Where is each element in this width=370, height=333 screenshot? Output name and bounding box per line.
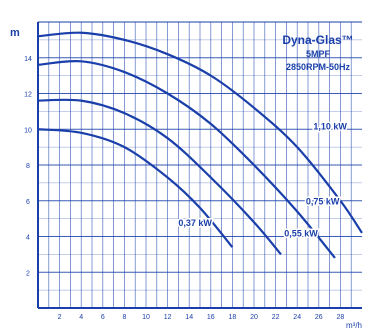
chart-title-block: Dyna-Glas™ 5MPF 2850RPM-50Hz [282,33,353,72]
curve-label-3: 0,37 kW [178,218,212,228]
x-tick-label: 6 [101,314,105,321]
annotations: 1,10 kW 0,75 kW 0,55 kW 0,37 kW [177,120,349,240]
x-tick-label: 22 [272,314,280,321]
series-line-0 [37,31,363,234]
y-tick-label: 6 [26,199,30,206]
x-tick-label: 20 [250,314,258,321]
series-line-2 [37,98,282,256]
chart-title-line-1: Dyna-Glas™ [282,33,353,47]
x-unit-label: m³/h [346,321,362,330]
curve-label-0: 1,10 kW [313,121,347,131]
x-tick-label: 8 [122,314,126,321]
y-tick-label: 14 [24,56,32,63]
series-layer [37,31,363,259]
x-tick-label: 28 [337,314,345,321]
grid [38,22,362,308]
x-tick-label: 2 [58,314,62,321]
x-tick-label: 24 [293,314,301,321]
series-line-3 [37,128,234,248]
x-tick-label: 14 [185,314,193,321]
y-tick-label: 12 [24,92,32,99]
chart-title-line-2: 5MPF [306,49,331,59]
x-tick-label: 4 [79,314,83,321]
x-tick-label: 12 [164,314,172,321]
curve-label-2: 0,55 kW [284,229,318,239]
y-tick-label: 8 [26,163,30,170]
x-tick-label: 18 [229,314,237,321]
x-tick-label: 10 [142,314,150,321]
curve-label-1: 0,75 kW [306,196,340,206]
x-tick-label: 26 [315,314,323,321]
x-tick-label: 16 [207,314,215,321]
chart-title-line-3: 2850RPM-50Hz [286,62,351,72]
series-line-1 [37,60,336,259]
y-tick-label: 4 [26,235,30,242]
y-unit-label: m [10,27,20,39]
y-tick-label: 10 [24,127,32,134]
y-tick-label: 2 [26,270,30,277]
